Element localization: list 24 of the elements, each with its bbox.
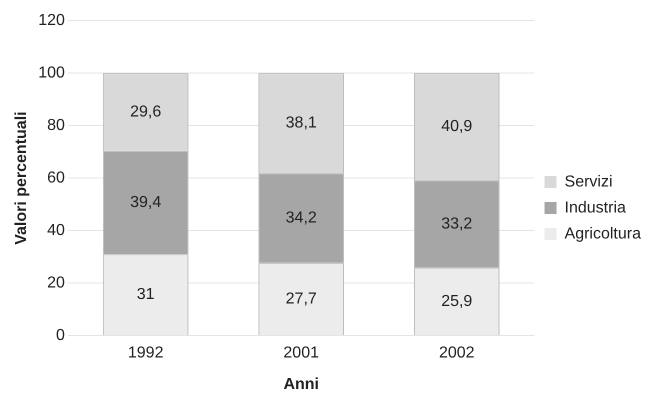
data-label: 31 <box>136 286 155 304</box>
data-label: 33,2 <box>441 215 472 232</box>
y-tick-label: 0 <box>56 327 65 344</box>
x-tick-label: 2001 <box>283 344 320 362</box>
y-tick-label: 40 <box>47 222 65 240</box>
x-tick-label: 2002 <box>438 344 475 362</box>
data-label: 34,2 <box>286 209 317 226</box>
legend-label: Servizi <box>564 173 613 190</box>
data-label: 25,9 <box>441 292 472 310</box>
y-axis-title: Valori percentuali <box>13 111 30 245</box>
y-tick-label: 80 <box>47 117 65 134</box>
y-tick-label: 120 <box>38 12 65 30</box>
y-tick-label: 60 <box>47 170 65 187</box>
y-tick-label: 100 <box>38 64 65 82</box>
data-label: 38,1 <box>286 114 317 132</box>
y-tick-label: 20 <box>47 274 65 292</box>
x-tick-label: 1992 <box>128 344 164 362</box>
data-label: 27,7 <box>286 290 317 308</box>
legend-label: Agricoltura <box>564 225 642 242</box>
data-label: 40,9 <box>441 118 472 136</box>
data-label: 39,4 <box>130 194 162 211</box>
data-label: 29,6 <box>130 103 162 120</box>
x-axis-title: Anni <box>283 376 319 393</box>
legend-label: Industria <box>564 199 626 216</box>
